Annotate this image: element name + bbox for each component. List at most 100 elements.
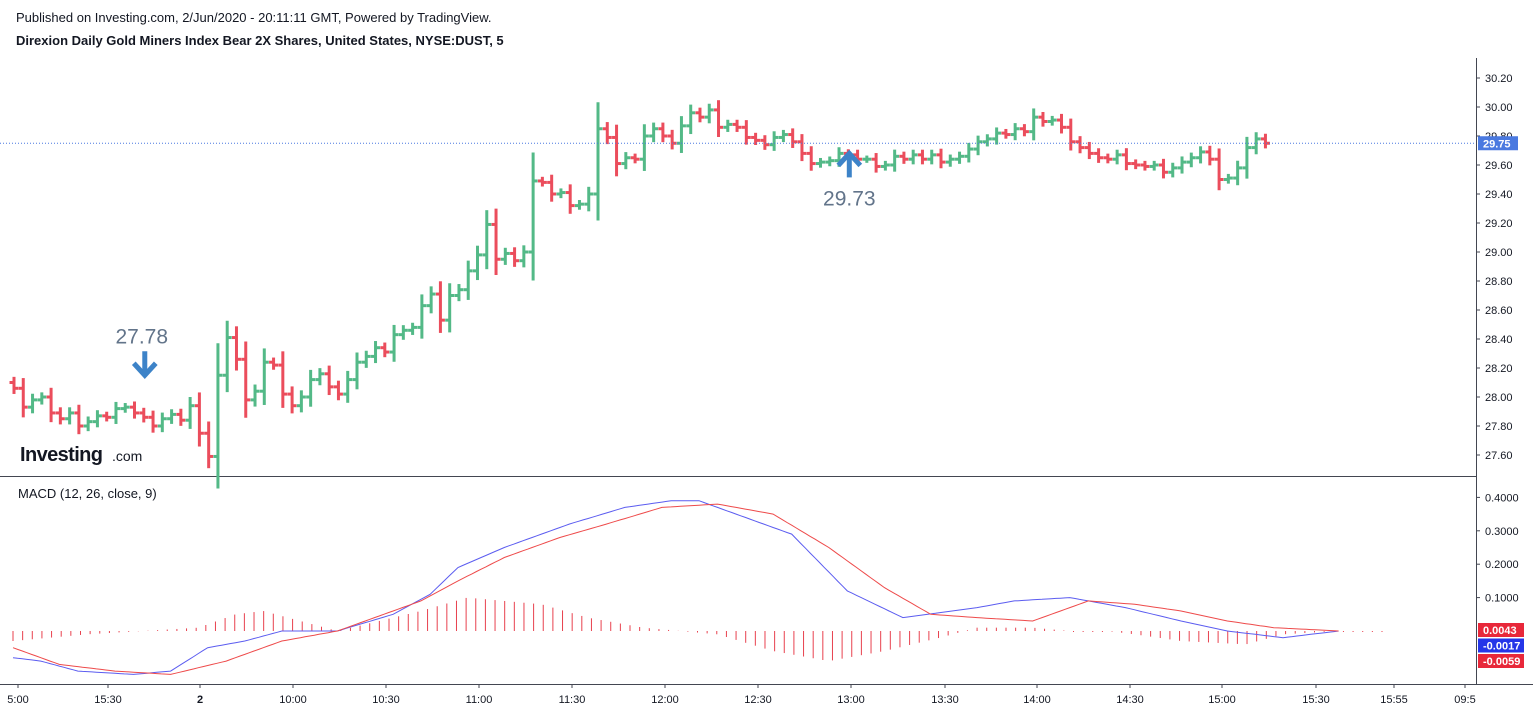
ohlc-bar (1103, 153, 1113, 164)
ohlc-bar (102, 411, 112, 422)
price-axis-tick-label: 28.20 (1485, 363, 1513, 375)
macd-axis-tick-label: 0.2000 (1485, 559, 1519, 571)
ohlc-bar (213, 343, 223, 489)
macd-value-label: -0.0017 (1483, 641, 1520, 653)
macd-value-label: 0.0043 (1483, 625, 1517, 637)
price-axis-tick-label: 29.40 (1485, 189, 1513, 201)
ohlc-bar (296, 390, 306, 413)
ohlc-bar (1029, 108, 1039, 141)
ohlc-bar (55, 407, 65, 425)
macd-title: MACD (12, 26, close, 9) (18, 486, 157, 501)
ohlc-bar (1121, 148, 1131, 171)
ohlc-bar (361, 350, 371, 368)
ohlc-bar (676, 116, 686, 153)
time-axis-tick-label: 5:00 (7, 694, 28, 706)
ohlc-bar (28, 393, 38, 414)
time-axis-tick-label: 15:00 (1208, 694, 1236, 706)
ohlc-bar (1223, 173, 1233, 184)
ohlc-bar (1057, 113, 1067, 134)
price-axis-tick-label: 30.00 (1485, 102, 1513, 114)
ohlc-bar (908, 149, 918, 165)
ohlc-bar (463, 260, 473, 300)
ohlc-bar (343, 370, 353, 403)
ohlc-bar (1233, 160, 1243, 186)
ohlc-bar (139, 407, 149, 423)
ohlc-bar (760, 135, 770, 150)
price-axis-tick-label: 30.20 (1485, 73, 1513, 85)
ohlc-bar (1001, 128, 1011, 139)
ohlc-bar (435, 281, 445, 333)
last-price-label: 29.75 (1483, 138, 1511, 150)
ohlc-bar (1019, 124, 1029, 137)
ohlc-bar (797, 134, 807, 162)
ohlc-bar (936, 148, 946, 169)
ohlc-bar (1205, 145, 1215, 166)
ohlc-bar (565, 184, 575, 214)
ohlc-bar (1158, 158, 1168, 179)
ohlc-bar (473, 245, 482, 281)
ohlc-bar (315, 368, 325, 386)
ohlc-bar (862, 155, 872, 163)
time-axis-tick-label: 13:00 (837, 694, 865, 706)
down-arrow-icon (131, 361, 158, 379)
price-annotation: 29.73 (823, 149, 876, 210)
ohlc-bar (1140, 160, 1150, 171)
ohlc-bar (695, 107, 705, 123)
ohlc-bar (1177, 156, 1187, 174)
ohlc-bar (120, 403, 130, 413)
ohlc-bar (658, 122, 668, 143)
ohlc-bar (1196, 146, 1206, 164)
time-axis-tick-label: 11:30 (559, 694, 586, 706)
time-axis-tick-label: 11:00 (466, 694, 493, 706)
ohlc-bar (65, 407, 75, 425)
macd-line (12, 500, 1339, 675)
ohlc-bar (454, 284, 464, 302)
macd-value-badge (1478, 623, 1524, 637)
ohlc-bar (408, 322, 418, 335)
price-axis-tick-label: 29.60 (1485, 160, 1513, 172)
price-axis-tick-label: 29.20 (1485, 218, 1513, 230)
ohlc-bar (74, 404, 84, 435)
time-axis-tick-label: 14:30 (1116, 694, 1144, 706)
ohlc-bar (593, 102, 603, 221)
ohlc-bar (482, 210, 492, 270)
macd-value-badge (1478, 654, 1524, 668)
ohlc-bar (927, 149, 937, 165)
ohlc-bar (324, 365, 334, 396)
ohlc-bar (194, 392, 204, 447)
price-axis-tick-label: 27.80 (1485, 421, 1513, 433)
ohlc-bar (806, 146, 816, 171)
time-axis-tick-label: 15:30 (94, 694, 122, 706)
ohlc-bar (751, 132, 761, 145)
ohlc-bar (714, 100, 724, 138)
ohlc-bar (352, 352, 362, 390)
time-axis-tick-label: 13:30 (931, 694, 959, 706)
time-axis-tick-label: 12:30 (744, 694, 772, 706)
ohlc-bar (269, 357, 279, 370)
up-arrow-icon (836, 149, 863, 168)
ohlc-bar (333, 380, 343, 401)
time-axis-tick-label: 10:30 (372, 694, 400, 706)
ohlc-bar (825, 156, 835, 167)
ohlc-bar (612, 124, 622, 177)
price-axis-tick-label: 28.40 (1485, 334, 1513, 346)
signal-line (12, 503, 1339, 675)
price-axis-tick-label: 28.60 (1485, 305, 1513, 317)
ohlc-bar (1075, 136, 1085, 154)
ohlc-bar (890, 149, 900, 172)
time-axis-tick-label: 09:5 (1454, 694, 1475, 706)
ohlc-bar (1066, 118, 1076, 151)
ohlc-bar (788, 128, 798, 148)
ohlc-bar (371, 341, 381, 364)
ohlc-bar (769, 131, 779, 151)
price-axis-tick-label: 27.60 (1485, 450, 1513, 462)
ohlc-bar (723, 119, 733, 132)
ohlc-bar (1131, 159, 1141, 170)
ohlc-bar (37, 392, 47, 405)
price-annotation: 27.78 (115, 325, 168, 379)
ohlc-bar (1251, 132, 1261, 155)
ohlc-bar (741, 120, 751, 145)
time-axis-tick-label: 12:00 (651, 694, 679, 706)
ohlc-bar (176, 408, 186, 426)
